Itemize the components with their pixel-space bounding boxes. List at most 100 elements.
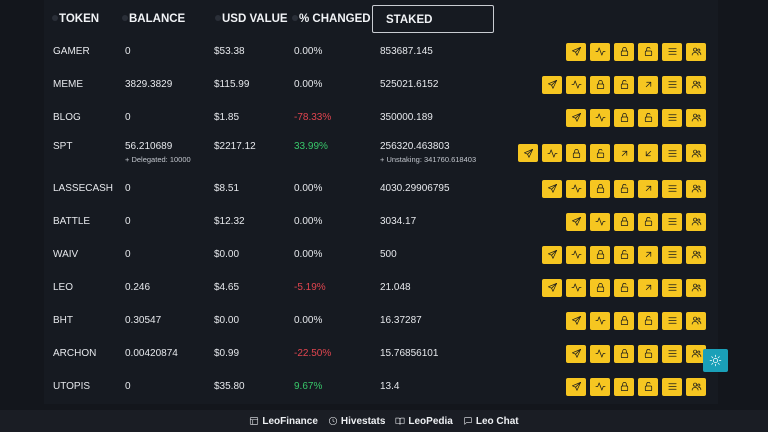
send-button[interactable] <box>542 75 562 94</box>
activity-button[interactable] <box>566 75 586 94</box>
unlock-button[interactable] <box>638 212 658 231</box>
row-actions <box>566 212 706 231</box>
unlock-button[interactable] <box>614 75 634 94</box>
send-button[interactable] <box>566 212 586 231</box>
unlock-button[interactable] <box>590 144 610 162</box>
menu-icon <box>667 350 677 357</box>
lock-button[interactable] <box>590 75 610 94</box>
activity-button[interactable] <box>542 144 562 162</box>
activity-button[interactable] <box>590 108 610 127</box>
send-button[interactable] <box>542 278 562 297</box>
footer-link[interactable]: LeoFinance <box>249 416 318 427</box>
menu-button[interactable] <box>662 377 682 396</box>
unlock-button[interactable] <box>638 377 658 396</box>
lock-button[interactable] <box>614 108 634 127</box>
lock-button[interactable] <box>614 344 634 363</box>
unlock-button[interactable] <box>638 344 658 363</box>
arrow-up-right-button[interactable] <box>638 75 658 94</box>
activity-button[interactable] <box>590 311 610 330</box>
send-button[interactable] <box>542 245 562 264</box>
send-button[interactable] <box>566 377 586 396</box>
token-usd-value: $12.32 <box>214 215 245 227</box>
unlock-icon <box>620 79 628 89</box>
activity-button[interactable] <box>566 278 586 297</box>
sort-icon <box>52 14 58 21</box>
table-row: BATTLE 0 $12.32 0.00% 3034.17 <box>44 205 718 238</box>
users-button[interactable] <box>686 245 706 264</box>
activity-button[interactable] <box>590 377 610 396</box>
lock-button[interactable] <box>614 42 634 61</box>
users-button[interactable] <box>686 278 706 297</box>
users-button[interactable] <box>686 212 706 231</box>
unlock-button[interactable] <box>614 245 634 264</box>
unlock-button[interactable] <box>638 108 658 127</box>
row-actions <box>518 144 706 162</box>
menu-button[interactable] <box>662 42 682 61</box>
arrow-up-right-button[interactable] <box>614 144 634 162</box>
footer-link[interactable]: Leo Chat <box>463 416 519 427</box>
unlock-button[interactable] <box>638 42 658 61</box>
col-staked-header[interactable]: STAKED <box>372 5 494 33</box>
footer-link[interactable]: LeoPedia <box>395 416 453 427</box>
users-button[interactable] <box>686 42 706 61</box>
activity-button[interactable] <box>590 42 610 61</box>
menu-button[interactable] <box>662 179 682 198</box>
users-button[interactable] <box>686 108 706 127</box>
table-header: TOKEN BALANCE USD VALUE % CHANGED STAKED <box>44 0 718 38</box>
send-button[interactable] <box>566 311 586 330</box>
activity-icon <box>571 184 581 193</box>
users-button[interactable] <box>686 75 706 94</box>
menu-button[interactable] <box>662 144 682 162</box>
menu-button[interactable] <box>662 75 682 94</box>
send-button[interactable] <box>566 108 586 127</box>
send-button[interactable] <box>566 344 586 363</box>
arrow-up-right-icon <box>645 251 651 258</box>
token-usd-value: $53.38 <box>214 45 245 57</box>
send-button[interactable] <box>542 179 562 198</box>
send-button[interactable] <box>566 42 586 61</box>
users-button[interactable] <box>686 311 706 330</box>
menu-button[interactable] <box>662 344 682 363</box>
lock-button[interactable] <box>566 144 586 162</box>
col-usd-header[interactable]: USD VALUE <box>215 0 288 38</box>
unlock-button[interactable] <box>638 311 658 330</box>
arrow-up-right-button[interactable] <box>638 245 658 264</box>
users-icon <box>691 283 701 292</box>
unlock-button[interactable] <box>614 179 634 198</box>
col-changed-header[interactable]: % CHANGED <box>292 0 371 38</box>
menu-button[interactable] <box>662 311 682 330</box>
activity-button[interactable] <box>566 179 586 198</box>
lock-button[interactable] <box>614 311 634 330</box>
activity-button[interactable] <box>590 212 610 231</box>
row-actions <box>542 75 706 94</box>
users-button[interactable] <box>686 179 706 198</box>
users-button[interactable] <box>686 377 706 396</box>
users-button[interactable] <box>686 144 706 162</box>
send-icon <box>571 47 581 56</box>
lock-button[interactable] <box>614 377 634 396</box>
send-icon <box>571 382 581 391</box>
token-symbol: MEME <box>53 78 83 90</box>
activity-button[interactable] <box>590 344 610 363</box>
arrow-up-right-button[interactable] <box>638 278 658 297</box>
col-token-header[interactable]: TOKEN <box>52 0 99 38</box>
send-button[interactable] <box>518 144 538 162</box>
activity-button[interactable] <box>566 245 586 264</box>
lock-button[interactable] <box>590 278 610 297</box>
unlock-icon <box>644 112 652 122</box>
users-button[interactable] <box>686 344 706 363</box>
footer-link[interactable]: Hivestats <box>328 416 385 427</box>
menu-button[interactable] <box>662 108 682 127</box>
col-balance-header[interactable]: BALANCE <box>122 0 185 38</box>
lock-button[interactable] <box>590 245 610 264</box>
menu-button[interactable] <box>662 245 682 264</box>
lock-button[interactable] <box>614 212 634 231</box>
token-percent-change: 0.00% <box>294 314 323 326</box>
menu-button[interactable] <box>662 278 682 297</box>
arrow-down-left-button[interactable] <box>638 144 658 162</box>
theme-toggle-button[interactable] <box>703 349 728 372</box>
lock-button[interactable] <box>590 179 610 198</box>
arrow-up-right-button[interactable] <box>638 179 658 198</box>
unlock-button[interactable] <box>614 278 634 297</box>
menu-button[interactable] <box>662 212 682 231</box>
